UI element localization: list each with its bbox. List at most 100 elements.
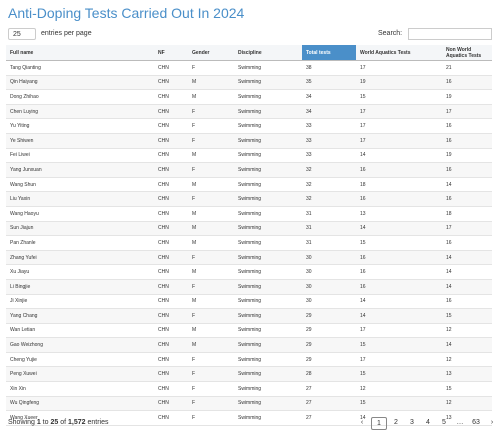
- page-link[interactable]: …: [456, 419, 464, 426]
- table-row: Zhang Yufei CHN F Swimming 30 16 14: [6, 250, 492, 266]
- table-info: Showing 1 to 25 of 1,572 entries: [8, 419, 109, 426]
- table-cell: F: [188, 60, 234, 76]
- search-input[interactable]: [408, 28, 492, 40]
- entries-select[interactable]: 25: [8, 28, 36, 40]
- table-cell: 12: [442, 352, 492, 368]
- info-text: 25: [50, 419, 59, 426]
- table-cell: Tang Qianting: [6, 60, 154, 76]
- table-cell: 15: [356, 89, 442, 105]
- page-link[interactable]: 3: [410, 419, 414, 426]
- table-row: Qin Haiyang CHN M Swimming 35 19 16: [6, 75, 492, 91]
- table-cell: F: [188, 279, 234, 295]
- table-cell: 21: [442, 60, 492, 76]
- table-cell: 31: [302, 206, 356, 222]
- table-cell: CHN: [154, 221, 188, 237]
- page-link[interactable]: 4: [426, 419, 430, 426]
- data-table: Full name NF Gender Discipline Total tests Wo…: [6, 45, 492, 426]
- table-cell: Swimming: [234, 308, 302, 324]
- table-cell: F: [188, 381, 234, 397]
- table-cell: Qin Haiyang: [6, 75, 154, 91]
- table-cell: 28: [302, 366, 356, 383]
- table-cell: 14: [442, 279, 492, 295]
- table-row: Wang Haoyu CHN M Swimming 31 13 18: [6, 206, 492, 222]
- info-text: to: [42, 419, 49, 426]
- column-header[interactable]: Non World Aquatics Tests: [442, 45, 492, 61]
- table-cell: 16: [442, 75, 492, 91]
- page-link[interactable]: 63: [472, 419, 480, 426]
- table-cell: 29: [302, 337, 356, 353]
- table-cell: Swimming: [234, 89, 302, 105]
- table-cell: 12: [442, 323, 492, 339]
- table-cell: 29: [302, 352, 356, 368]
- table-cell: 14: [442, 250, 492, 266]
- table-cell: Xu Jiayu: [6, 264, 154, 280]
- table-row: Cheng Yujie CHN F Swimming 29 17 12: [6, 352, 492, 368]
- column-header[interactable]: Discipline: [234, 45, 302, 61]
- table-cell: F: [188, 162, 234, 178]
- table-row: Tang Qianting CHN F Swimming 38 17 21: [6, 60, 492, 76]
- table-cell: 14: [442, 264, 492, 280]
- table-cell: 17: [356, 118, 442, 134]
- page-link[interactable]: 2: [394, 419, 398, 426]
- table-cell: CHN: [154, 191, 188, 207]
- table-cell: Swimming: [234, 60, 302, 76]
- table-cell: 33: [302, 133, 356, 149]
- table-cell: Swimming: [234, 366, 302, 383]
- table-cell: 16: [356, 279, 442, 295]
- table-cell: 31: [302, 235, 356, 251]
- table-row: Chen Luying CHN F Swimming 34 17 17: [6, 104, 492, 120]
- table-row: Fei Liwei CHN M Swimming 33 14 19: [6, 148, 492, 164]
- table-cell: 15: [356, 366, 442, 383]
- table-cell: Swimming: [234, 221, 302, 237]
- table-cell: Ye Shiwen: [6, 133, 154, 149]
- table-cell: Wang Shun: [6, 177, 154, 193]
- table-cell: CHN: [154, 75, 188, 91]
- table-cell: CHN: [154, 235, 188, 251]
- table-cell: Swimming: [234, 162, 302, 178]
- table-cell: 14: [442, 337, 492, 353]
- column-header[interactable]: NF: [154, 45, 188, 61]
- table-cell: 16: [356, 250, 442, 266]
- column-header[interactable]: Total tests: [302, 45, 356, 61]
- table-cell: Pan Zhanle: [6, 235, 154, 251]
- table-cell: M: [188, 89, 234, 105]
- table-cell: 15: [356, 235, 442, 251]
- table-cell: M: [188, 294, 234, 310]
- table-row: Wang Shun CHN M Swimming 32 18 14: [6, 177, 492, 193]
- table-cell: Swimming: [234, 279, 302, 295]
- column-header[interactable]: Full name: [6, 45, 154, 61]
- table-cell: 17: [356, 60, 442, 76]
- column-header[interactable]: Gender: [188, 45, 234, 61]
- info-text: 1: [36, 419, 41, 426]
- table-cell: F: [188, 308, 234, 324]
- table-cell: 16: [356, 191, 442, 207]
- page-link[interactable]: 1: [371, 417, 387, 430]
- table-cell: CHN: [154, 366, 188, 383]
- table-row: Gao Weizhong CHN M Swimming 29 15 14: [6, 337, 492, 353]
- table-row: Pan Zhanle CHN M Swimming 31 15 16: [6, 235, 492, 251]
- table-cell: Dong Zhihao: [6, 89, 154, 105]
- table-cell: M: [188, 264, 234, 280]
- table-cell: Swimming: [234, 250, 302, 266]
- table-cell: 19: [356, 75, 442, 91]
- table-cell: Fei Liwei: [6, 148, 154, 164]
- table-cell: 27: [302, 396, 356, 412]
- table-cell: 16: [356, 162, 442, 178]
- table-cell: F: [188, 396, 234, 412]
- page-link[interactable]: ‹: [360, 419, 364, 426]
- controls: 25 entries per page Search:: [8, 28, 492, 42]
- table-cell: F: [188, 133, 234, 149]
- column-header[interactable]: World Aquatics Tests: [356, 45, 442, 61]
- table-row: Wan Letian CHN M Swimming 29 17 12: [6, 323, 492, 339]
- table-cell: 16: [442, 191, 492, 207]
- table-cell: CHN: [154, 60, 188, 76]
- table-row: Yang Junxuan CHN F Swimming 32 16 16: [6, 162, 492, 178]
- table-cell: CHN: [154, 279, 188, 295]
- table-cell: Wang Haoyu: [6, 206, 154, 222]
- table-cell: 19: [442, 148, 492, 164]
- table-cell: 12: [442, 396, 492, 412]
- info-text: of: [60, 419, 67, 426]
- page-link[interactable]: 5: [442, 419, 446, 426]
- page-link[interactable]: ›: [490, 419, 494, 426]
